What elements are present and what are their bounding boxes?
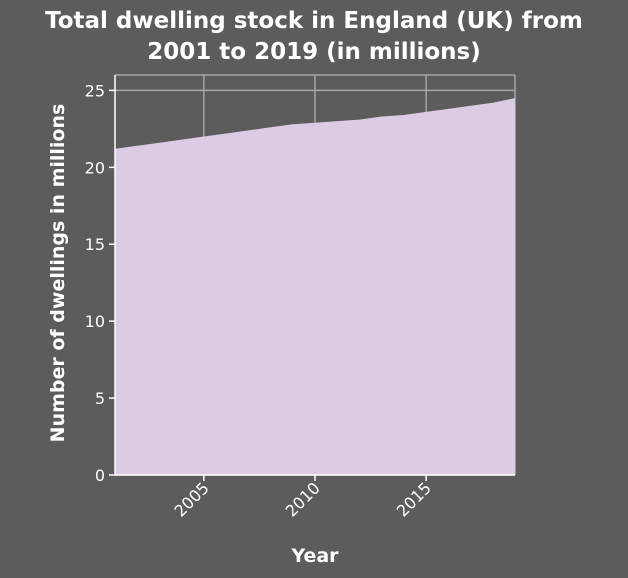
chart-title-line-2: 2001 to 2019 (in millions) — [147, 39, 481, 65]
y-tick-label: 20 — [85, 158, 105, 177]
x-axis-title: Year — [290, 545, 339, 567]
y-tick-label: 10 — [85, 312, 105, 331]
y-axis-title: Number of dwellings in millions — [47, 104, 69, 443]
y-tick-label: 15 — [85, 235, 105, 254]
y-tick-label: 25 — [85, 81, 105, 100]
area-fill — [115, 98, 515, 476]
area-series — [114, 97, 516, 476]
x-tick-label: 2015 — [393, 478, 435, 520]
x-tick-label: 2005 — [170, 478, 212, 520]
y-tick-label: 5 — [95, 389, 105, 408]
chart-title-line-1: Total dwelling stock in England (UK) fro… — [45, 8, 583, 34]
y-tick-label: 0 — [95, 466, 105, 485]
x-tick-label: 2010 — [282, 478, 324, 520]
